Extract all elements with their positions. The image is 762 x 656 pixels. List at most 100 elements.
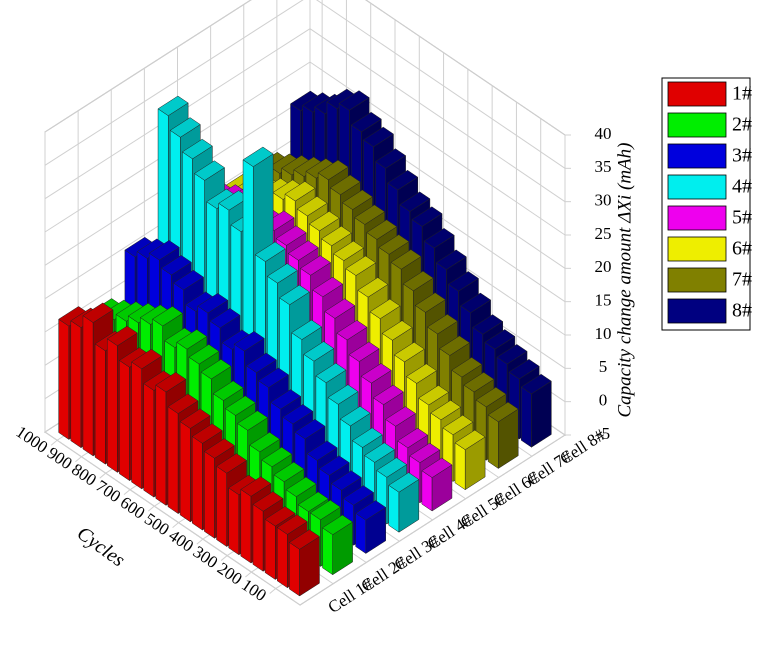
bar-top: [330, 470, 362, 491]
bar-front: [228, 487, 240, 556]
grid-line: [309, 28, 566, 203]
bar-top: [148, 240, 180, 261]
bar-top: [388, 472, 420, 493]
bar-top: [309, 499, 341, 521]
legend-label: 6#: [732, 238, 752, 260]
bar-top: [288, 529, 320, 550]
bar-top: [399, 191, 431, 212]
z-axis-title: Capacity change amount ΔXi (mAh): [614, 143, 635, 418]
bar-top: [372, 384, 404, 405]
x-tick: [220, 555, 228, 561]
x-tick: [172, 522, 179, 529]
bar: [421, 457, 453, 512]
z-tick-label: -5: [596, 424, 610, 443]
bar-top: [447, 271, 479, 292]
legend-swatch: [667, 143, 727, 169]
z-tick-label: 40: [595, 124, 612, 143]
bar-front: [131, 361, 142, 490]
legend-swatch: [667, 112, 727, 138]
bar-top: [291, 319, 323, 340]
bar-top: [354, 204, 386, 225]
bar-front: [216, 465, 227, 548]
bar-top: [315, 362, 347, 384]
bar-top: [460, 292, 492, 313]
z-tick-label: 0: [599, 391, 608, 410]
grid-line: [315, 0, 566, 169]
bar-top: [284, 181, 316, 202]
bar-top: [320, 225, 352, 247]
bar-top: [306, 440, 338, 461]
bar-front: [252, 503, 264, 572]
bar-front: [454, 442, 466, 491]
bar-top: [376, 457, 408, 478]
bar-front: [388, 484, 400, 533]
bar-top: [299, 255, 331, 276]
bar-top: [393, 341, 425, 363]
bar-front: [179, 421, 191, 523]
bar-top: [463, 372, 495, 393]
bar-top: [343, 485, 375, 506]
bar-top: [484, 329, 516, 350]
x-tick: [75, 456, 82, 463]
bar-top: [191, 423, 223, 444]
bar-top: [435, 249, 467, 270]
bar-top: [336, 320, 368, 341]
x-tick: [196, 538, 204, 545]
bar-top: [303, 341, 335, 362]
bar-top: [261, 446, 293, 468]
z-tick-label: 20: [595, 257, 612, 276]
bar-top: [341, 189, 373, 210]
bar-top: [131, 348, 163, 370]
bar-top: [152, 306, 184, 327]
bar-top: [472, 314, 504, 335]
bar-top: [397, 427, 429, 449]
bar-top: [179, 408, 211, 429]
bar-top: [242, 146, 274, 167]
bar-top: [405, 363, 437, 384]
legend-swatch: [667, 267, 727, 293]
bar-front: [155, 384, 167, 506]
bar-top: [439, 335, 471, 356]
bar-top: [324, 298, 356, 319]
bar-top: [414, 292, 446, 313]
legend-swatch: [667, 236, 727, 262]
bar: [288, 529, 320, 597]
bar-top: [245, 352, 277, 373]
x-tick: [147, 505, 155, 512]
bar-top: [296, 195, 328, 217]
z-tick-label: 25: [595, 224, 612, 243]
z-tick-label: 15: [595, 291, 612, 310]
bar-top: [249, 431, 281, 453]
bar-front: [119, 359, 130, 482]
bar-top: [381, 320, 413, 341]
bar-top: [209, 307, 241, 329]
bar-top: [200, 359, 232, 380]
legend-label: 7#: [732, 269, 752, 291]
bar-top: [496, 344, 528, 365]
bar-top: [451, 357, 483, 378]
bar-top: [188, 344, 220, 365]
legend-swatch: [667, 81, 727, 107]
legend-label: 2#: [732, 114, 752, 136]
bar-top: [176, 329, 208, 350]
bar-top: [442, 414, 474, 436]
bar-top: [508, 359, 540, 380]
bar-top: [409, 442, 441, 464]
bar: [388, 472, 420, 533]
bar-top: [423, 228, 455, 249]
bar-top: [375, 148, 407, 169]
bar-top: [282, 404, 314, 425]
bar-top: [203, 438, 235, 459]
legend-swatch: [667, 174, 727, 200]
bar-top: [430, 399, 462, 421]
bar-top: [487, 401, 519, 423]
grid-line: [309, 61, 566, 236]
bar-top: [364, 442, 396, 463]
bar-top: [276, 514, 308, 535]
bar-front: [521, 386, 532, 448]
legend-swatch: [667, 205, 727, 231]
bar-top: [233, 331, 265, 352]
bar-front: [82, 315, 94, 457]
bar-top: [275, 225, 307, 246]
